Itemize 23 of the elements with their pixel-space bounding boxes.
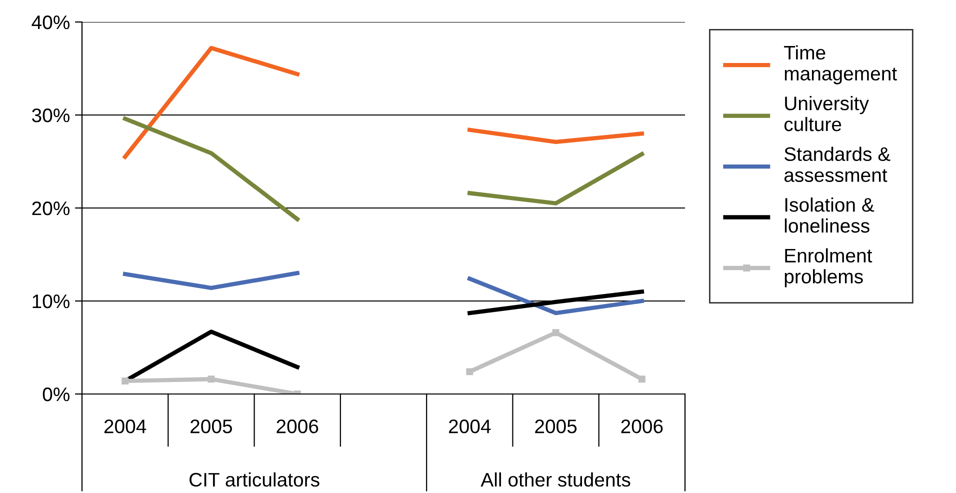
- point: [466, 368, 474, 376]
- x-tick-label: 2004: [448, 420, 491, 434]
- x-tick-label: 2005: [535, 420, 577, 434]
- y-tick-label: 20%: [32, 201, 70, 216]
- legend-label: Enrolment problems: [784, 248, 872, 288]
- point: [552, 329, 560, 336]
- point: [122, 378, 129, 384]
- y-tick-label: 0%: [42, 387, 70, 402]
- legend-label: Standards & assessment: [784, 146, 890, 182]
- legend-label: Isolation & loneliness: [784, 197, 874, 233]
- y-tick-label: 10%: [32, 294, 70, 308]
- legend-label: University culture: [784, 96, 869, 132]
- text: All other students: [480, 472, 630, 487]
- x-tick-label: 2006: [621, 420, 663, 434]
- y-tick-label: 30%: [32, 108, 70, 122]
- x-tick-label: 2006: [276, 420, 318, 434]
- legend-label: Time management: [784, 45, 897, 84]
- y-tick-label: 40%: [32, 15, 70, 30]
- point: [638, 376, 646, 383]
- point: [208, 376, 215, 383]
- text: CIT articulators: [190, 472, 320, 487]
- x-tick-label: 2004: [104, 420, 146, 434]
- x-tick-label: 2005: [190, 420, 232, 434]
